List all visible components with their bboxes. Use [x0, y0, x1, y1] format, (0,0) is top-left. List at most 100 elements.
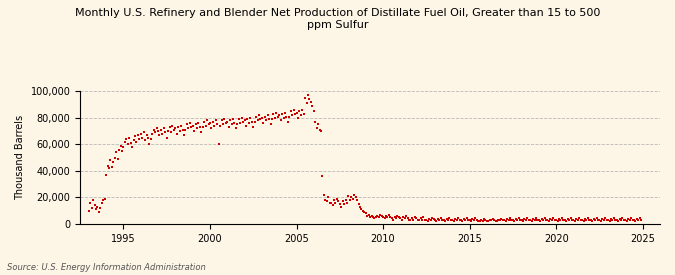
Point: [275, 118, 286, 123]
Point: [196, 130, 207, 134]
Point: [564, 218, 574, 222]
Point: [348, 196, 358, 201]
Point: [99, 196, 110, 201]
Point: [537, 217, 547, 221]
Point: [632, 217, 643, 221]
Point: [514, 217, 525, 222]
Point: [545, 217, 556, 221]
Point: [176, 123, 186, 128]
Point: [555, 218, 566, 222]
Point: [495, 218, 506, 223]
Point: [135, 131, 146, 136]
Point: [424, 217, 435, 221]
Point: [200, 123, 211, 128]
Point: [500, 219, 511, 223]
Point: [250, 114, 261, 119]
Point: [416, 218, 427, 222]
Point: [552, 219, 563, 223]
Point: [627, 217, 638, 222]
Point: [368, 215, 379, 219]
Point: [164, 125, 175, 129]
Point: [468, 218, 479, 223]
Point: [88, 198, 99, 202]
Point: [268, 112, 279, 116]
Point: [618, 217, 629, 222]
Point: [626, 216, 637, 221]
Point: [173, 125, 184, 129]
Point: [597, 217, 608, 221]
Point: [433, 217, 443, 221]
Point: [360, 211, 371, 215]
Point: [85, 200, 96, 205]
Point: [566, 217, 577, 222]
Point: [531, 216, 541, 221]
Point: [522, 216, 533, 221]
Point: [634, 216, 645, 221]
Point: [169, 128, 180, 132]
Point: [551, 218, 562, 223]
Point: [524, 218, 535, 223]
Point: [532, 217, 543, 222]
Point: [252, 118, 263, 123]
Point: [229, 121, 240, 125]
Point: [151, 126, 162, 131]
Point: [115, 144, 126, 148]
Point: [383, 212, 394, 217]
Point: [359, 210, 370, 214]
Point: [265, 122, 276, 127]
Point: [177, 128, 188, 132]
Point: [161, 136, 172, 140]
Point: [479, 217, 489, 221]
Point: [588, 217, 599, 221]
Point: [159, 126, 169, 131]
Point: [103, 166, 114, 170]
Point: [338, 199, 348, 204]
Point: [450, 217, 460, 221]
Point: [503, 218, 514, 222]
Point: [496, 216, 507, 221]
Point: [138, 130, 149, 134]
Point: [186, 125, 196, 129]
Point: [578, 219, 589, 223]
Point: [470, 216, 481, 221]
Point: [624, 218, 635, 222]
Point: [277, 112, 288, 116]
Point: [406, 216, 417, 221]
Point: [130, 134, 140, 139]
Point: [610, 217, 621, 222]
Point: [581, 218, 592, 222]
Point: [506, 217, 517, 222]
Point: [415, 216, 426, 221]
Point: [601, 217, 612, 222]
Point: [456, 218, 466, 223]
Point: [207, 120, 218, 124]
Point: [451, 218, 462, 223]
Point: [448, 219, 459, 223]
Point: [607, 218, 618, 222]
Point: [620, 218, 630, 223]
Point: [394, 215, 404, 219]
Point: [519, 217, 530, 221]
Point: [485, 217, 495, 222]
Point: [523, 217, 534, 222]
Point: [364, 215, 375, 219]
Point: [487, 216, 498, 221]
Point: [118, 145, 129, 149]
Point: [205, 121, 215, 125]
Point: [475, 219, 485, 224]
Point: [565, 216, 576, 221]
Point: [463, 218, 474, 222]
Point: [170, 126, 181, 131]
Point: [533, 218, 544, 223]
Point: [392, 214, 403, 218]
Point: [622, 219, 632, 223]
Point: [330, 200, 341, 205]
Point: [269, 116, 280, 120]
Point: [630, 219, 641, 223]
Point: [421, 218, 432, 223]
Point: [263, 113, 273, 117]
Point: [128, 138, 139, 142]
Point: [547, 218, 558, 222]
Point: [512, 218, 522, 222]
Point: [154, 133, 165, 137]
